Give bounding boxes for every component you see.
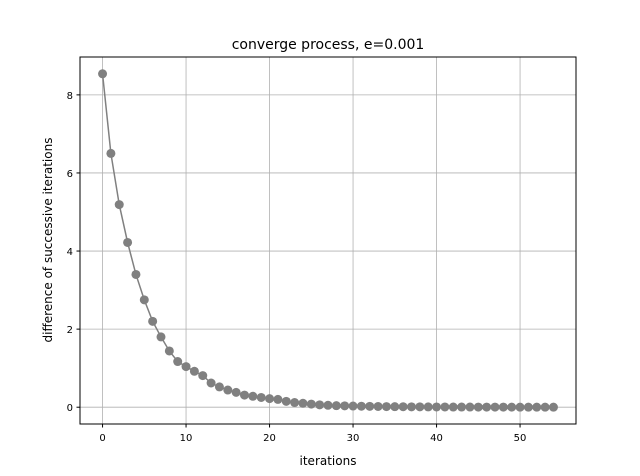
data-point [114,200,124,210]
plot-frame [79,56,577,425]
y-tick-label: 2 [67,325,73,336]
data-point [507,402,517,412]
data-point [306,399,316,409]
data-point [298,398,308,408]
data-point [373,401,383,411]
data-point [365,401,375,411]
series-path [101,73,554,408]
data-point [348,401,358,411]
y-tick-label: 6 [67,169,73,180]
data-point [340,401,350,411]
data-point [231,387,241,397]
data-point [281,396,291,406]
data-point [248,391,258,401]
y-tick-label: 0 [67,403,73,414]
y-tick-label: 8 [67,91,73,102]
y-tick-label: 4 [67,247,73,258]
data-point [214,382,224,392]
x-tick-label: 0 [99,433,105,444]
data-point [423,402,433,412]
x-tick-label: 30 [347,433,360,444]
x-tick-label: 40 [430,433,443,444]
data-point [415,402,425,412]
x-axis-label: iterations [300,454,357,468]
data-point [256,392,266,402]
data-point [432,402,442,412]
data-point [515,402,525,412]
data-point [356,401,366,411]
data-point [532,402,542,412]
x-tick-label: 20 [263,433,276,444]
data-point [315,400,325,410]
data-point [407,402,417,412]
data-point [331,401,341,411]
data-point [548,402,558,412]
x-tick-label: 10 [180,433,193,444]
data-point [239,390,249,400]
x-tick-label: 50 [514,433,527,444]
data-point [206,378,216,388]
grid [80,57,576,424]
data-point [273,394,283,404]
data-point [123,237,133,247]
series-line [98,69,558,412]
data-point [198,371,208,381]
data-point [390,402,400,412]
data-point [473,402,483,412]
data-point [189,366,199,376]
data-point [323,400,333,410]
data-point [139,295,149,305]
data-point [265,394,275,404]
data-point [498,402,508,412]
data-point [381,402,391,412]
data-point [482,402,492,412]
data-point [457,402,467,412]
data-point [448,402,458,412]
data-point [290,398,300,408]
data-point [106,148,116,158]
data-point [98,69,108,79]
data-point [465,402,475,412]
ticks: 0 10 20 30 40 50 0 2 4 6 8 [67,91,527,444]
chart-title: converge process, e=0.001 [232,37,425,53]
data-point [440,402,450,412]
y-axis-label: difference of successive iterations [41,138,55,343]
data-point [156,332,166,342]
data-point [523,402,533,412]
data-point [173,357,183,367]
data-point [490,402,500,412]
data-point [181,362,191,372]
data-point [398,402,408,412]
data-point [540,402,550,412]
data-point [223,385,233,395]
data-point [164,346,174,356]
data-point [148,316,158,326]
data-point [131,269,141,279]
